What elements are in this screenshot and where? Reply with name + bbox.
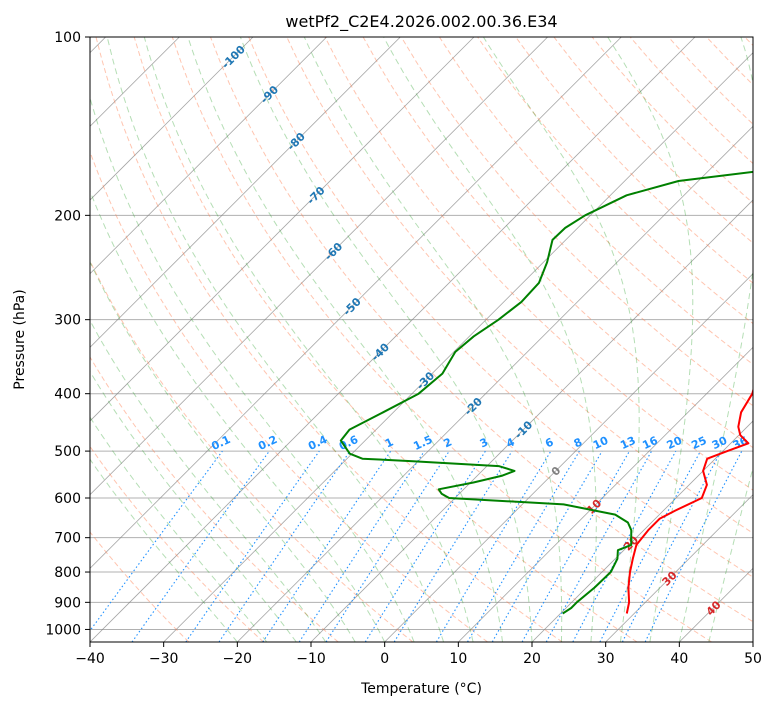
moist-adiabat-line bbox=[90, 370, 297, 642]
temperature-profile-line bbox=[625, 387, 753, 614]
x-tick-label: 30 bbox=[597, 651, 615, 667]
isotherm-line bbox=[90, 37, 548, 496]
x-tick-label: 40 bbox=[670, 651, 688, 667]
mixing-ratio-line bbox=[218, 450, 351, 642]
isotherm-line bbox=[163, 52, 753, 642]
profile-lines bbox=[339, 170, 753, 615]
moist-adiabat-line bbox=[482, 37, 640, 642]
mixing-ratio-label: 30 bbox=[710, 434, 730, 452]
moist-adiabat-line bbox=[90, 189, 386, 642]
isotherm-line bbox=[310, 199, 753, 642]
x-tick-label: −10 bbox=[296, 651, 326, 667]
y-tick-label: 300 bbox=[54, 313, 81, 329]
mixing-ratio-line bbox=[644, 450, 743, 642]
x-tick-label: −30 bbox=[149, 651, 179, 667]
y-axis: 100 200 300 400 500 600 700 800 900 1000 bbox=[45, 30, 90, 638]
isotherm-line bbox=[531, 420, 753, 642]
x-tick-label: −40 bbox=[75, 651, 105, 667]
moist-adiabat-line bbox=[708, 466, 753, 642]
x-axis: −40 −30 −20 −10 0 10 20 30 40 50 bbox=[75, 642, 762, 667]
dry-adiabat-line bbox=[210, 37, 753, 623]
dry-adiabat-line bbox=[90, 259, 414, 642]
dry-adiabat-line bbox=[90, 356, 339, 642]
y-axis-title: Pressure (hPa) bbox=[12, 289, 28, 389]
isotherm-line bbox=[237, 125, 753, 642]
mixing-ratio-label: 13 bbox=[618, 434, 637, 452]
y-tick-label: 200 bbox=[54, 208, 81, 224]
x-tick-label: 20 bbox=[523, 651, 541, 667]
mixing-ratio-line bbox=[545, 450, 653, 642]
isotherm-line bbox=[458, 346, 753, 642]
moist-adiabat-line bbox=[90, 458, 238, 642]
moist-adiabat-line bbox=[90, 319, 327, 642]
moist-adiabat-line bbox=[607, 37, 694, 642]
dry-adiabat-line bbox=[90, 531, 190, 642]
isotherm-line bbox=[90, 37, 327, 275]
moist-adiabat-line bbox=[90, 260, 356, 642]
moist-adiabat-line bbox=[143, 37, 474, 642]
moist-adiabat-line bbox=[106, 37, 445, 642]
mixing-ratio-label: 10 bbox=[591, 434, 611, 452]
plot-frame bbox=[89, 36, 754, 643]
mixing-ratio-line bbox=[185, 450, 320, 642]
x-axis-title: Temperature (°C) bbox=[360, 681, 482, 697]
x-tick-label: 50 bbox=[744, 651, 762, 667]
isotherm-line bbox=[90, 37, 401, 348]
mixing-ratio-line bbox=[325, 450, 450, 642]
mixing-ratio-line bbox=[393, 450, 513, 642]
x-tick-label: 0 bbox=[380, 651, 389, 667]
dry-adiabat-line bbox=[248, 37, 753, 578]
dry-adiabat-line bbox=[133, 37, 638, 642]
mixing-ratio-label: 20 bbox=[665, 434, 685, 452]
mixing-ratio-line bbox=[521, 450, 630, 642]
y-tick-label: 400 bbox=[54, 387, 81, 403]
mixing-ratio-line bbox=[262, 450, 392, 642]
isotherm-line bbox=[90, 37, 254, 201]
isotherm-line bbox=[384, 273, 753, 642]
moist-adiabat-line bbox=[383, 37, 597, 642]
dry-adiabat-line bbox=[90, 445, 264, 642]
mixing-ratio-line bbox=[298, 450, 425, 642]
grid-lines bbox=[90, 37, 753, 642]
mixing-ratio-line bbox=[90, 450, 223, 632]
moist-adiabat-line bbox=[90, 96, 415, 642]
x-tick-label: −20 bbox=[223, 651, 253, 667]
isotherm-line bbox=[90, 37, 696, 642]
isotherm-line bbox=[90, 37, 475, 422]
dry-adiabat-line bbox=[400, 37, 753, 407]
isotherm-line bbox=[605, 494, 753, 642]
moist-adiabat-line bbox=[239, 37, 533, 642]
y-tick-label: 600 bbox=[54, 491, 81, 507]
mixing-ratio-line bbox=[131, 450, 270, 642]
dry-adiabat-line bbox=[438, 37, 753, 366]
x-tick-label: 10 bbox=[449, 651, 467, 667]
dry-adiabat-line bbox=[324, 37, 753, 491]
mixing-ratio-label: 25 bbox=[689, 434, 708, 452]
y-tick-label: 100 bbox=[54, 30, 81, 46]
y-tick-label: 700 bbox=[54, 531, 81, 547]
dry-adiabat-line bbox=[90, 150, 488, 642]
dewpoint-profile-line bbox=[339, 170, 753, 615]
dry-adiabat-line bbox=[171, 37, 712, 642]
dry-adiabat-line bbox=[515, 37, 753, 284]
moist-adiabat-line bbox=[187, 37, 503, 642]
isotherm-line bbox=[90, 37, 622, 569]
y-tick-label: 500 bbox=[54, 444, 81, 460]
moist-adiabat-line bbox=[678, 37, 753, 642]
mixing-ratio-label: 16 bbox=[640, 434, 660, 452]
y-tick-label: 800 bbox=[54, 565, 81, 581]
moist-adiabat-line bbox=[303, 37, 563, 642]
dry-adiabat-line bbox=[95, 37, 563, 642]
chart-title: wetPf2_C2E4.2026.002.00.36.E34 bbox=[285, 12, 557, 32]
moist-adiabat-line bbox=[90, 416, 268, 642]
y-tick-label: 1000 bbox=[45, 622, 81, 638]
y-tick-label: 900 bbox=[54, 595, 81, 611]
